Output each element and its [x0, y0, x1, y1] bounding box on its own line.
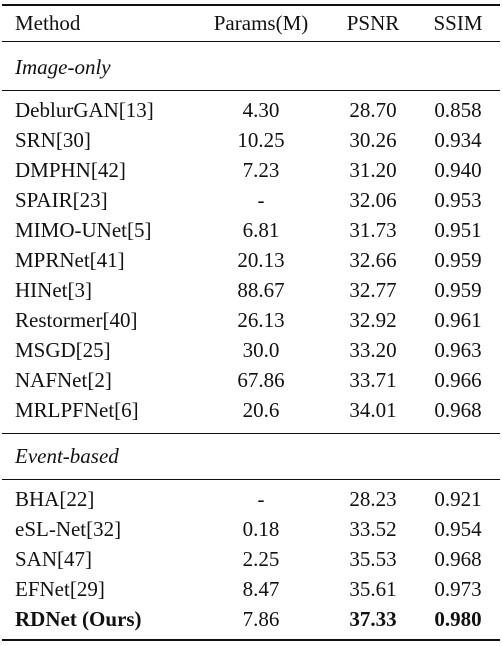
psnr-cell: 32.92 [349, 308, 397, 332]
method-cell: SAN[47] [15, 547, 92, 571]
params-cell: 0.18 [242, 517, 280, 541]
table-row: MPRNet[41] 20.13 32.66 0.959 [0, 245, 502, 275]
ssim-cell: 0.980 [434, 607, 482, 631]
ssim-cell: 0.940 [434, 158, 482, 182]
method-cell: DMPHN[42] [15, 158, 126, 182]
method-cell: MIMO-UNet[5] [15, 218, 152, 242]
params-cell: 30.0 [242, 338, 280, 362]
params-cell: 6.81 [242, 218, 280, 242]
params-cell: 20.13 [237, 248, 285, 272]
table-row: eSL-Net[32] 0.18 33.52 0.954 [0, 514, 502, 544]
table-row: NAFNet[2] 67.86 33.71 0.966 [0, 365, 502, 395]
params-cell: 88.67 [237, 278, 285, 302]
method-cell: MSGD[25] [15, 338, 111, 362]
ssim-cell: 0.954 [434, 517, 482, 541]
psnr-cell: 33.20 [349, 338, 397, 362]
method-cell: SRN[30] [15, 128, 91, 152]
table-row: BHA[22] - 28.23 0.921 [0, 484, 502, 514]
params-cell: 20.6 [242, 398, 280, 422]
header-psnr: PSNR [346, 11, 400, 35]
table-row: Restormer[40] 26.13 32.92 0.961 [0, 305, 502, 335]
method-cell: EFNet[29] [15, 577, 105, 601]
params-cell: - [257, 188, 265, 212]
method-cell: SPAIR[23] [15, 188, 108, 212]
table-row-ours: RDNet (Ours) 7.86 37.33 0.980 [0, 604, 502, 634]
section-label-event-based: Event-based [15, 444, 119, 468]
psnr-cell: 33.71 [349, 368, 397, 392]
header-params: Params(M) [213, 11, 309, 35]
ssim-cell: 0.968 [434, 398, 482, 422]
ssim-cell: 0.951 [434, 218, 482, 242]
params-cell: 8.47 [242, 577, 280, 601]
method-cell: eSL-Net[32] [15, 517, 122, 541]
psnr-cell: 37.33 [349, 607, 397, 631]
header-method: Method [15, 11, 81, 35]
method-cell: HINet[3] [15, 278, 92, 302]
table-row: MSGD[25] 30.0 33.20 0.963 [0, 335, 502, 365]
params-cell: 26.13 [237, 308, 285, 332]
method-cell: Restormer[40] [15, 308, 138, 332]
ssim-cell: 0.968 [434, 547, 482, 571]
top-rule [2, 4, 500, 6]
section-label-image-only: Image-only [15, 55, 111, 79]
params-cell: 7.23 [242, 158, 280, 182]
table-row: SAN[47] 2.25 35.53 0.968 [0, 544, 502, 574]
section-rule-image-only [2, 90, 500, 91]
table-row: DMPHN[42] 7.23 31.20 0.940 [0, 155, 502, 185]
psnr-cell: 31.73 [349, 218, 397, 242]
psnr-cell: 32.77 [349, 278, 397, 302]
table-row: EFNet[29] 8.47 35.61 0.973 [0, 574, 502, 604]
table-row: SPAIR[23] - 32.06 0.953 [0, 185, 502, 215]
header-ssim: SSIM [433, 11, 483, 35]
psnr-cell: 35.53 [349, 547, 397, 571]
section-divider [2, 433, 500, 434]
psnr-cell: 31.20 [349, 158, 397, 182]
ssim-cell: 0.921 [434, 487, 482, 511]
header-row: Method Params(M) PSNR SSIM [0, 8, 502, 38]
psnr-cell: 32.06 [349, 188, 397, 212]
params-cell: - [257, 487, 265, 511]
params-cell: 10.25 [237, 128, 285, 152]
table-row: MRLPFNet[6] 20.6 34.01 0.968 [0, 395, 502, 425]
psnr-cell: 34.01 [349, 398, 397, 422]
method-cell: RDNet (Ours) [15, 607, 142, 631]
ssim-cell: 0.934 [434, 128, 482, 152]
ssim-cell: 0.959 [434, 278, 482, 302]
params-cell: 67.86 [237, 368, 285, 392]
method-cell: NAFNet[2] [15, 368, 112, 392]
params-cell: 7.86 [242, 607, 280, 631]
psnr-cell: 30.26 [349, 128, 397, 152]
ssim-cell: 0.973 [434, 577, 482, 601]
ssim-cell: 0.966 [434, 368, 482, 392]
bottom-rule [2, 639, 500, 641]
psnr-cell: 28.70 [349, 98, 397, 122]
ssim-cell: 0.858 [434, 98, 482, 122]
psnr-cell: 28.23 [349, 487, 397, 511]
method-cell: DeblurGAN[13] [15, 98, 154, 122]
psnr-cell: 35.61 [349, 577, 397, 601]
method-cell: BHA[22] [15, 487, 95, 511]
table-row: MIMO-UNet[5] 6.81 31.73 0.951 [0, 215, 502, 245]
method-cell: MRLPFNet[6] [15, 398, 139, 422]
table-row: HINet[3] 88.67 32.77 0.959 [0, 275, 502, 305]
psnr-cell: 33.52 [349, 517, 397, 541]
header-rule [2, 41, 500, 42]
table-row: DeblurGAN[13] 4.30 28.70 0.858 [0, 95, 502, 125]
section-rule-event-based [2, 479, 500, 480]
ssim-cell: 0.953 [434, 188, 482, 212]
method-cell: MPRNet[41] [15, 248, 125, 272]
params-cell: 4.30 [242, 98, 280, 122]
params-cell: 2.25 [242, 547, 280, 571]
psnr-cell: 32.66 [349, 248, 397, 272]
table-row: SRN[30] 10.25 30.26 0.934 [0, 125, 502, 155]
ssim-cell: 0.959 [434, 248, 482, 272]
ssim-cell: 0.963 [434, 338, 482, 362]
ssim-cell: 0.961 [434, 308, 482, 332]
